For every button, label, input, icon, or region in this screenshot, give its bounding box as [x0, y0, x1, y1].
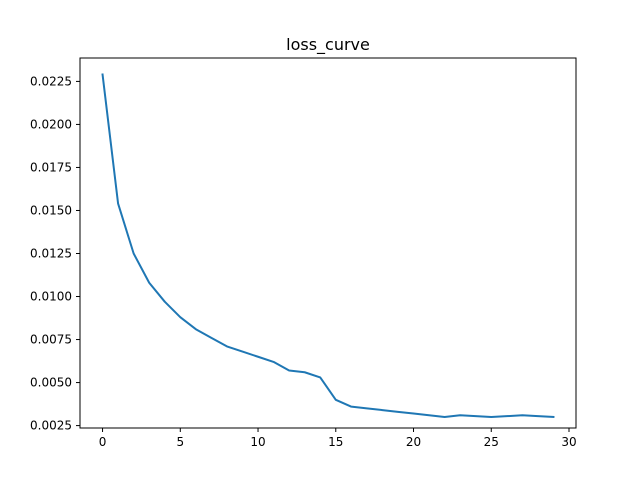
x-tick-label: 0: [99, 435, 107, 449]
y-tick-label: 0.0025: [30, 419, 72, 433]
y-tick-label: 0.0100: [30, 290, 72, 304]
series-layer: [101, 73, 555, 419]
y-tick-label: 0.0075: [30, 333, 72, 347]
series-line-loss: [101, 73, 555, 419]
y-axis: 0.0025 0.0050 0.0075 0.0100 0.0125 0.0150 0.01…: [30, 74, 80, 433]
x-tick-label: 5: [176, 435, 184, 449]
x-tick-label: 20: [406, 435, 421, 449]
y-tick-label: 0.0175: [30, 160, 72, 174]
axes-frame: [79, 57, 577, 429]
x-tick-label: 30: [561, 435, 576, 449]
y-tick-label: 0.0150: [30, 203, 72, 217]
y-tick-label: 0.0200: [30, 117, 72, 131]
chart-title: loss_curve: [286, 35, 370, 55]
x-tick-label: 25: [484, 435, 499, 449]
y-tick-label: 0.0050: [30, 376, 72, 390]
x-axis: 0 5 10 15 20 25 30: [99, 428, 577, 449]
x-tick-label: 15: [328, 435, 343, 449]
y-tick-label: 0.0125: [30, 246, 72, 260]
x-tick-label: 10: [250, 435, 265, 449]
y-tick-label: 0.0225: [30, 74, 72, 88]
